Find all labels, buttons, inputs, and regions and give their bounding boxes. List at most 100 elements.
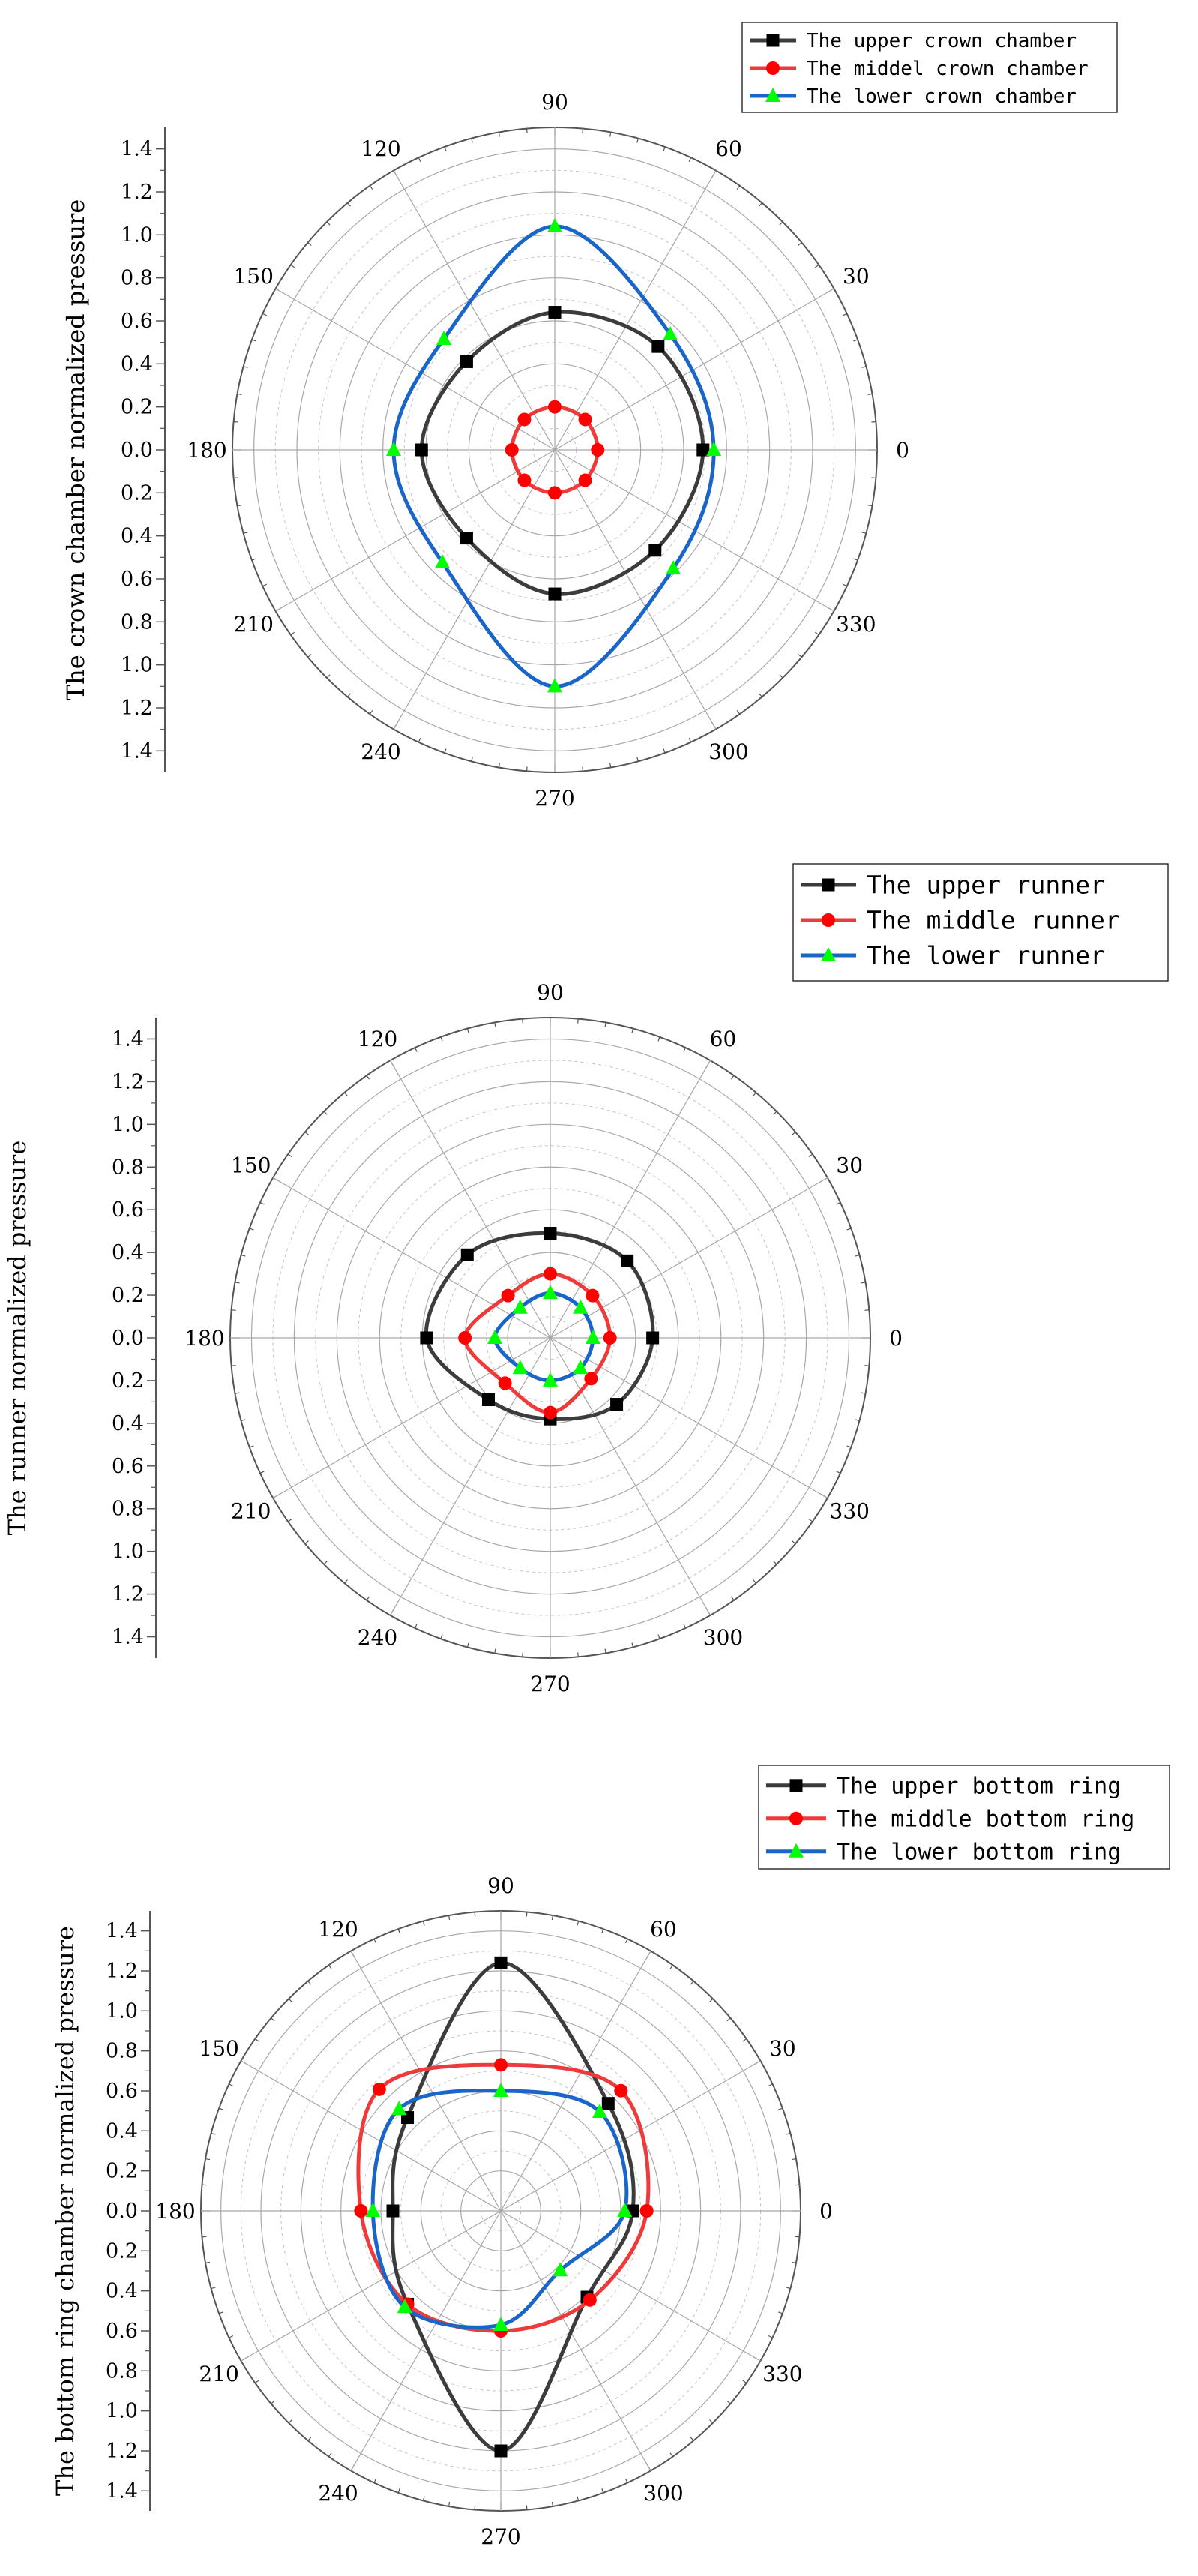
angle-tick-mark bbox=[418, 738, 421, 742]
angle-label-60: 60 bbox=[710, 1027, 737, 1051]
angle-tick-mark bbox=[323, 1561, 328, 1565]
angle-tick-mark bbox=[779, 221, 783, 226]
angle-tick-mark bbox=[669, 2452, 673, 2458]
radial-tick-label: 0.2 bbox=[121, 481, 153, 505]
angle-label-210: 210 bbox=[231, 1499, 271, 1524]
spoke-line bbox=[554, 170, 717, 451]
angle-tick-mark bbox=[526, 128, 528, 133]
angle-tick-mark bbox=[347, 202, 351, 207]
angle-tick-mark bbox=[779, 674, 783, 679]
radial-tick-label: 0.8 bbox=[121, 267, 153, 290]
angle-label-0: 0 bbox=[889, 1326, 903, 1351]
angle-tick-mark bbox=[577, 1018, 579, 1024]
data-point-square bbox=[494, 2444, 508, 2458]
radial-tick-label: 0.6 bbox=[112, 1198, 144, 1222]
angle-label-120: 120 bbox=[358, 1027, 397, 1051]
radial-tick-label: 1.0 bbox=[121, 223, 153, 247]
angle-tick-mark bbox=[753, 1092, 756, 1096]
radial-tick-label: 0.4 bbox=[112, 1412, 144, 1435]
angle-tick-mark bbox=[344, 1092, 348, 1096]
angle-tick-mark bbox=[418, 157, 421, 162]
data-point-circle bbox=[517, 412, 532, 427]
angle-label-90: 90 bbox=[541, 90, 568, 115]
angle-tick-mark bbox=[211, 2287, 216, 2290]
spoke-line bbox=[350, 1951, 502, 2212]
spoke-line bbox=[241, 2060, 502, 2212]
angle-tick-mark bbox=[636, 138, 639, 143]
series-the-upper-runner bbox=[420, 1227, 660, 1426]
angle-label-30: 30 bbox=[769, 2036, 796, 2061]
angle-label-300: 300 bbox=[703, 1625, 743, 1650]
radial-tick-label: 0.6 bbox=[121, 310, 153, 333]
spoke-line bbox=[554, 288, 834, 451]
legend-2: The upper runner The middle runner The low… bbox=[792, 863, 1169, 982]
angle-tick-mark bbox=[262, 583, 267, 587]
angle-tick-mark bbox=[397, 2488, 400, 2494]
radial-tick-label: 0.2 bbox=[121, 396, 153, 419]
angle-label-150: 150 bbox=[199, 2036, 238, 2061]
radial-tick-label: 0.4 bbox=[106, 2119, 138, 2143]
spoke-line bbox=[393, 449, 556, 730]
angle-tick-mark bbox=[422, 1921, 425, 1926]
data-point-circle bbox=[548, 486, 562, 500]
angle-tick-mark bbox=[759, 202, 762, 207]
legend-marker bbox=[789, 1811, 803, 1825]
angle-tick-mark bbox=[304, 1132, 309, 1135]
angle-tick-mark bbox=[601, 2488, 604, 2494]
legend-box bbox=[741, 22, 1118, 113]
series-the-upper-crown-chamber bbox=[415, 306, 710, 601]
angle-tick-mark bbox=[577, 1652, 579, 1657]
data-point-circle bbox=[639, 2204, 654, 2218]
legend-marker bbox=[822, 878, 835, 892]
angle-tick-mark bbox=[414, 1624, 418, 1629]
spoke-line bbox=[275, 449, 556, 612]
angle-tick-mark bbox=[249, 1445, 254, 1448]
legend-marker bbox=[821, 947, 836, 961]
angle-label-270: 270 bbox=[530, 1672, 570, 1696]
spoke-line bbox=[550, 1337, 828, 1499]
data-point-triangle bbox=[547, 217, 562, 232]
legend-marker bbox=[822, 913, 835, 927]
radial-tick-label: 1.0 bbox=[112, 1540, 144, 1564]
radial-tick-label: 0.2 bbox=[106, 2160, 138, 2183]
legend-marker bbox=[789, 1843, 804, 1858]
angle-tick-mark bbox=[494, 1022, 496, 1027]
radial-tick-label: 1.2 bbox=[121, 181, 153, 204]
radial-tick-label: 1.2 bbox=[112, 1070, 144, 1093]
angle-tick-mark bbox=[636, 757, 639, 762]
angle-tick-mark bbox=[683, 1624, 687, 1629]
data-point-triangle bbox=[617, 2203, 633, 2217]
angle-tick-mark bbox=[254, 2380, 259, 2383]
angle-label-0: 0 bbox=[896, 438, 909, 463]
data-point-triangle bbox=[512, 1299, 528, 1314]
angle-tick-mark bbox=[326, 221, 331, 226]
legend-label: The lower runner bbox=[867, 941, 1105, 970]
data-point-square bbox=[646, 1331, 660, 1345]
data-point-triangle bbox=[553, 2262, 568, 2277]
angle-label-240: 240 bbox=[358, 1625, 397, 1650]
angle-label-270: 270 bbox=[481, 2524, 520, 2549]
angle-tick-mark bbox=[604, 1648, 606, 1654]
legend-label: The lower crown chamber bbox=[807, 85, 1077, 108]
data-point-square bbox=[548, 587, 562, 601]
angle-tick-mark bbox=[688, 738, 692, 742]
angle-tick-mark bbox=[791, 2261, 797, 2264]
data-point-triangle bbox=[365, 2203, 381, 2217]
data-point-square bbox=[460, 1248, 474, 1261]
angle-tick-mark bbox=[861, 532, 867, 534]
data-point-circle bbox=[505, 443, 519, 457]
data-point-triangle bbox=[436, 331, 452, 346]
data-point-triangle bbox=[434, 554, 450, 569]
angle-label-120: 120 bbox=[318, 1917, 358, 1942]
angle-tick-mark bbox=[231, 1309, 236, 1311]
angle-label-240: 240 bbox=[361, 739, 400, 764]
angle-tick-mark bbox=[287, 1153, 292, 1158]
angle-tick-mark bbox=[233, 421, 238, 423]
series-the-lower-runner bbox=[487, 1285, 600, 1387]
y-axis-title: The bottom ring chamber normalized press… bbox=[51, 1926, 79, 2496]
angle-tick-mark bbox=[422, 2496, 425, 2501]
spoke-line bbox=[500, 1951, 651, 2212]
radial-tick-label: 1.2 bbox=[106, 1960, 138, 1983]
spoke-line bbox=[500, 2060, 761, 2212]
data-point-triangle bbox=[547, 678, 562, 693]
